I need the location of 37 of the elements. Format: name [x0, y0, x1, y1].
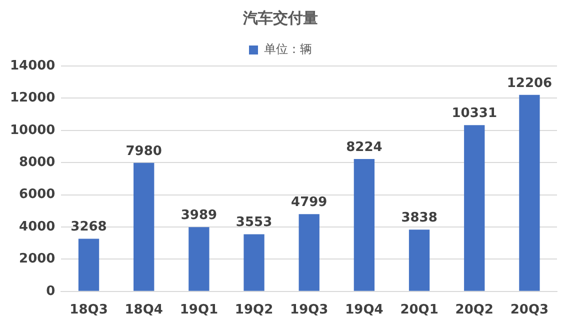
data-label: 12206 [506, 76, 552, 91]
data-label: 3268 [70, 220, 107, 235]
y-tick-label: 4000 [19, 219, 56, 234]
x-tick-label: 20Q3 [510, 302, 549, 318]
chart-title: 汽车交付量 [242, 8, 318, 27]
data-label: 3553 [236, 215, 272, 230]
data-label: 7980 [126, 144, 162, 159]
y-tick-label: 10000 [10, 122, 56, 138]
bar [134, 162, 154, 291]
x-tick-label: 19Q2 [234, 302, 274, 318]
data-label: 3838 [401, 210, 438, 226]
bar [244, 234, 264, 291]
x-tick-label: 19Q4 [345, 302, 384, 318]
data-label: 10331 [452, 106, 497, 121]
bar [408, 230, 430, 291]
y-tick-label: 8000 [19, 154, 56, 170]
x-tick-label: 20Q2 [455, 302, 494, 318]
x-tick-label: 18Q3 [70, 302, 108, 318]
y-tick-label: 6000 [19, 187, 56, 202]
bar [78, 238, 100, 291]
bar [464, 125, 485, 291]
data-label: 8224 [346, 140, 382, 155]
bar [298, 214, 320, 291]
data-label: 3989 [180, 208, 218, 224]
bar [354, 158, 375, 291]
y-tick-label: 0 [46, 284, 56, 299]
x-tick-label: 18Q4 [124, 302, 163, 318]
y-tick-label: 2000 [19, 252, 56, 267]
x-tick-label: 20Q1 [400, 302, 438, 318]
bar [519, 94, 540, 291]
y-tick-label: 14000 [10, 58, 56, 74]
y-tick-label: 12000 [10, 90, 56, 106]
x-tick-label: 19Q3 [290, 302, 328, 318]
bar [188, 227, 210, 291]
legend-label: 单位：辆 [264, 42, 312, 56]
data-label: 4799 [291, 195, 328, 210]
x-tick-label: 19Q1 [180, 302, 218, 318]
